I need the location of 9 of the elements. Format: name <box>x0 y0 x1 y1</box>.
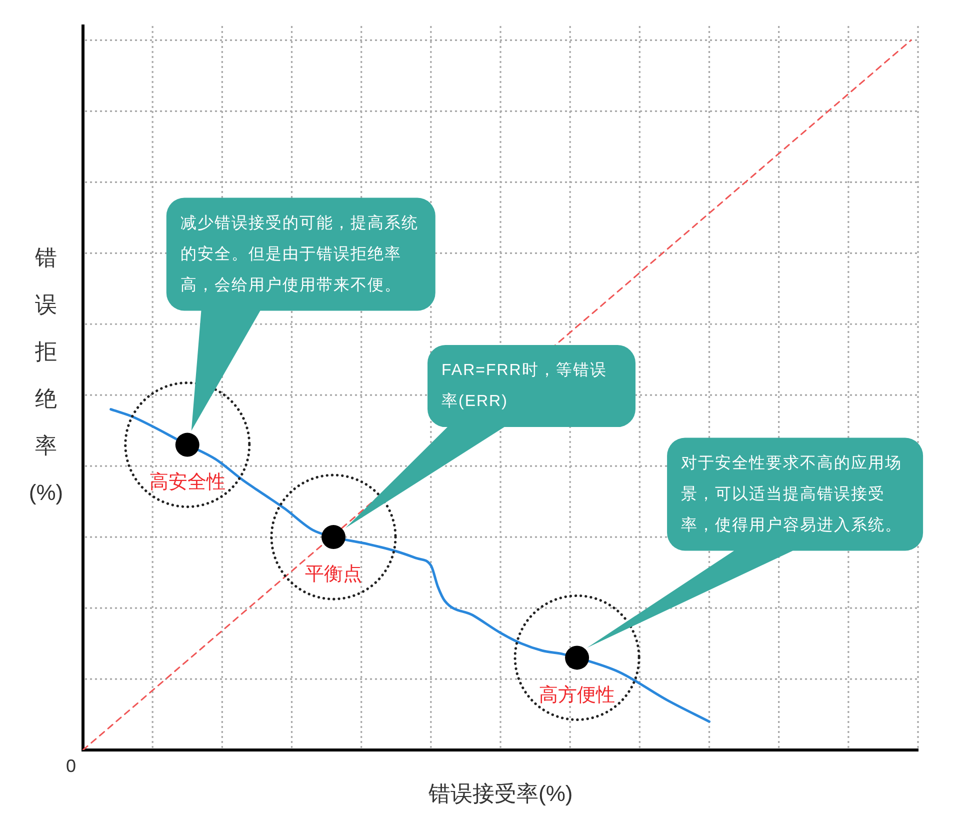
annotation: FAR=FRR时，等错误率(ERR) <box>440 360 608 412</box>
y-axis-title: 错误拒绝率(%) <box>28 244 64 507</box>
annotation: 减少错误接受的可能，提高系统的安全。但是由于错误拒绝率高，会给用户使用带来不便。 <box>179 214 420 296</box>
series-label: 高方便性 <box>539 684 616 708</box>
text: 0 <box>66 756 76 776</box>
x-axis-title: 错误接受率(%) <box>428 780 573 808</box>
annotation: 对于安全性要求不高的应用场景，可以适当提高错误接受率，使得用户容易进入系统。 <box>680 454 904 536</box>
series-label: 平衡点 <box>305 563 362 588</box>
series-label: 高安全性 <box>149 470 226 495</box>
